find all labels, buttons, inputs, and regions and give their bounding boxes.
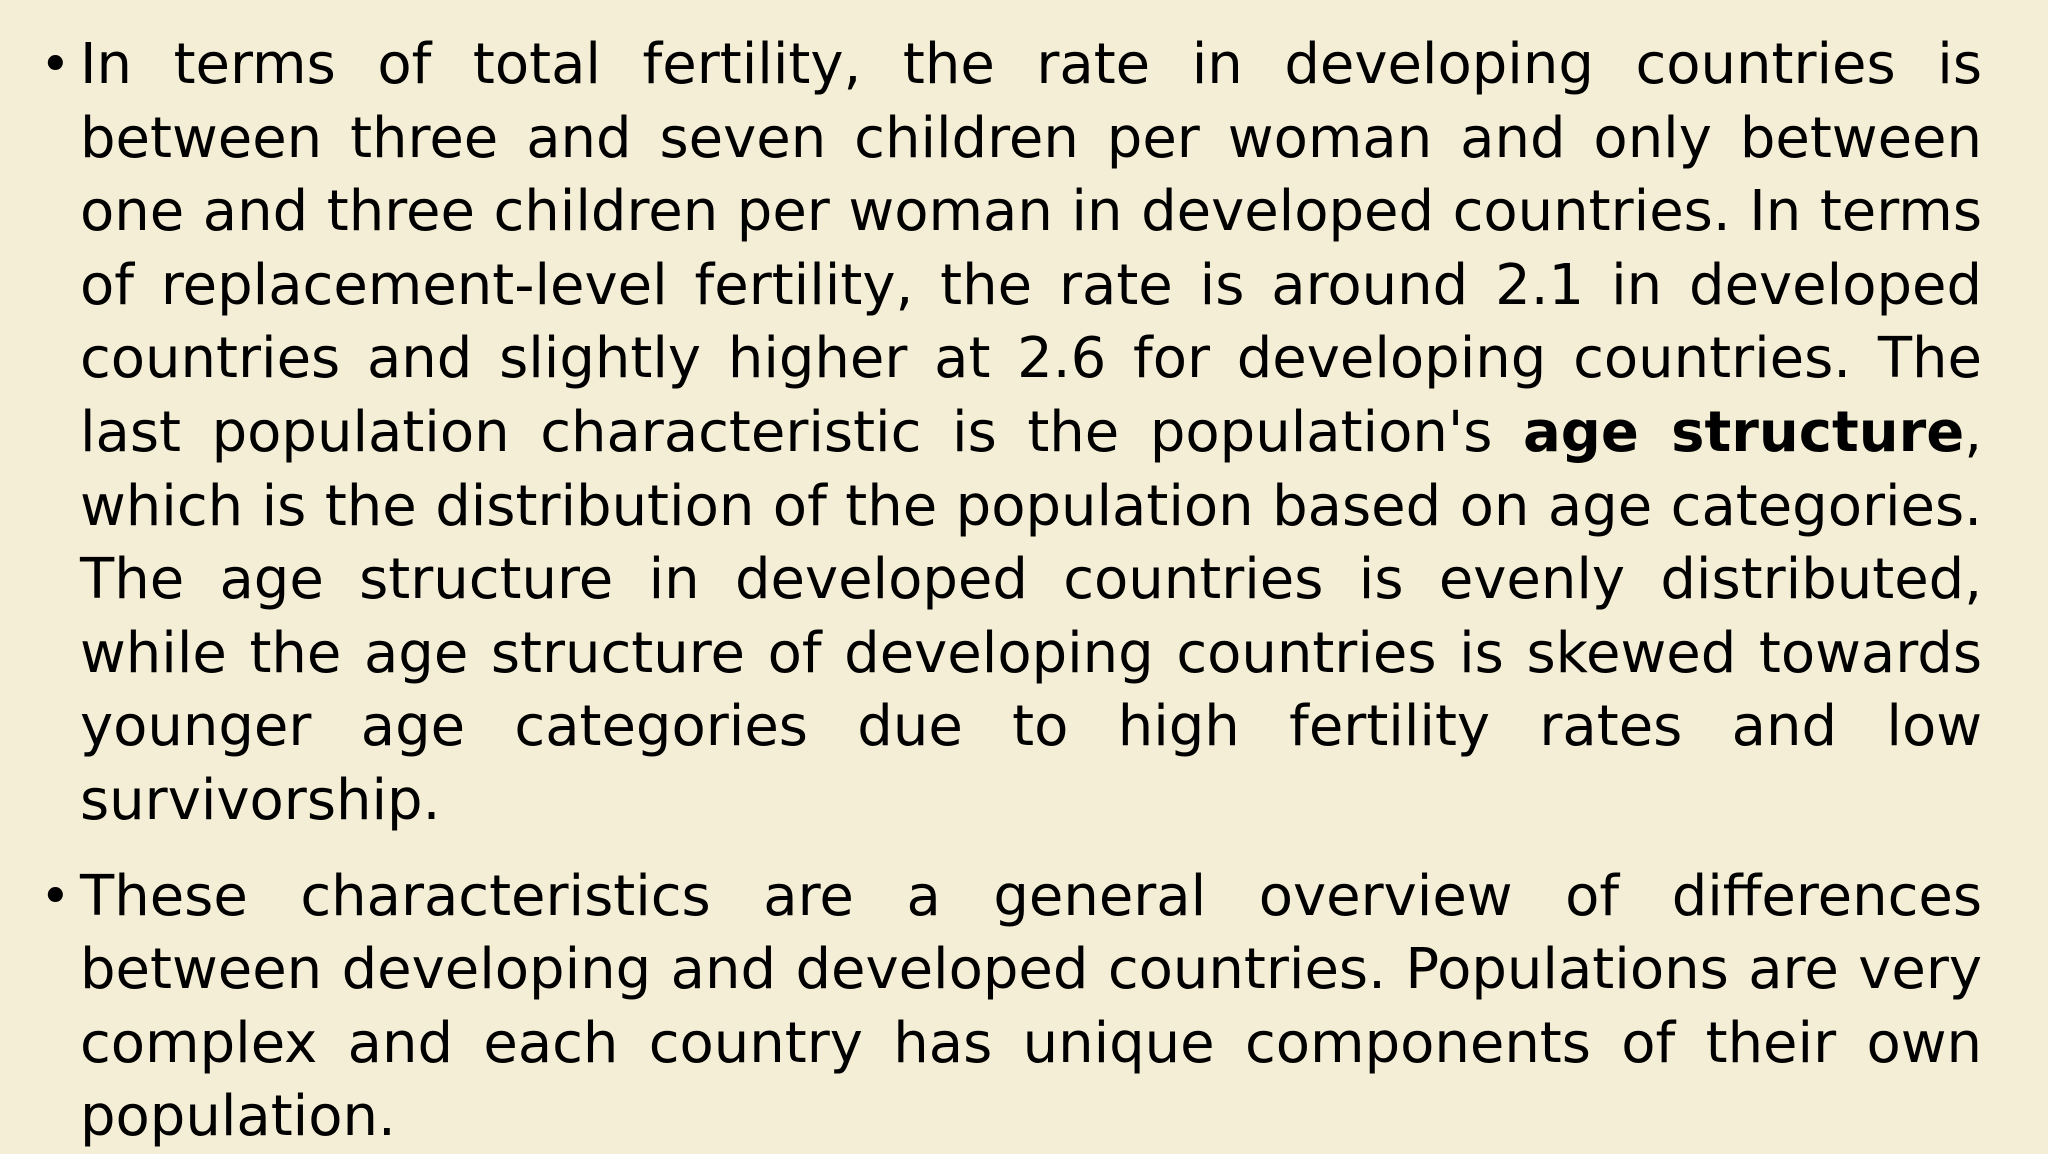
bullet-text-part: , which is the distribution of the popul…: [80, 399, 1982, 833]
bullet-item-fertility-age-structure: • In terms of total fertility, the rate …: [40, 28, 1982, 838]
bullet-dot-icon: •: [40, 866, 71, 927]
bullet-dot-icon: •: [40, 35, 71, 95]
bullet-list: • In terms of total fertility, the rate …: [40, 28, 1982, 1154]
bullet-text-part: In terms of total fertility, the rate in…: [80, 32, 1982, 465]
bullet-item-overview: • These characteristics are a general ov…: [40, 860, 1982, 1154]
bold-term-age-structure: age structure: [1523, 399, 1965, 465]
bullet-text: These characteristics are a general over…: [80, 863, 1982, 1150]
bullet-text: In terms of total fertility, the rate in…: [80, 28, 1982, 838]
